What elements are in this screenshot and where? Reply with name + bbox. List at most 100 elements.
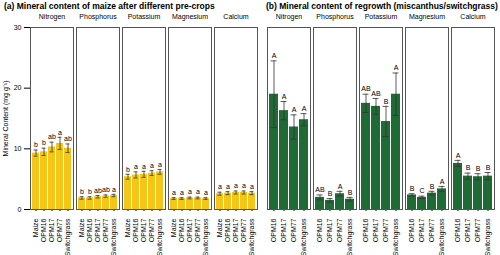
svg-text:OPM16: OPM16	[86, 218, 93, 242]
svg-text:Magnesium: Magnesium	[172, 13, 208, 21]
svg-text:Phosphorus: Phosphorus	[79, 13, 117, 21]
svg-text:Maize: Maize	[32, 218, 39, 237]
svg-text:OPM16: OPM16	[270, 218, 277, 242]
svg-text:20: 20	[14, 84, 22, 91]
svg-text:OPM77: OPM77	[336, 218, 343, 242]
svg-text:OPM17: OPM17	[464, 218, 471, 242]
svg-text:Nitrogen: Nitrogen	[276, 13, 303, 21]
svg-text:AB: AB	[361, 85, 371, 92]
svg-text:30: 30	[14, 24, 22, 31]
svg-text:OPM77: OPM77	[382, 218, 389, 242]
svg-text:OPM17: OPM17	[418, 218, 425, 242]
svg-text:Switchgrass: Switchgrass	[346, 218, 354, 255]
svg-text:B: B	[328, 190, 333, 197]
svg-text:Magnesium: Magnesium	[409, 13, 445, 21]
svg-text:OPM77: OPM77	[102, 218, 109, 242]
svg-text:Calcium: Calcium	[223, 13, 248, 20]
svg-text:ab: ab	[64, 135, 72, 142]
svg-text:A: A	[272, 52, 277, 59]
svg-text:a: a	[112, 186, 116, 193]
svg-text:a: a	[172, 189, 176, 196]
svg-text:B: B	[466, 164, 471, 171]
svg-text:OPM17: OPM17	[326, 218, 333, 242]
svg-text:Switchgrass: Switchgrass	[484, 218, 492, 255]
svg-text:B: B	[410, 185, 415, 192]
svg-text:a: a	[242, 182, 246, 189]
svg-text:A: A	[394, 64, 399, 71]
svg-text:A: A	[440, 178, 445, 185]
svg-text:Switchgrass: Switchgrass	[248, 218, 256, 255]
svg-text:OPM77: OPM77	[194, 218, 201, 242]
svg-text:Switchgrass: Switchgrass	[156, 218, 164, 255]
svg-text:OPM16: OPM16	[40, 218, 47, 242]
svg-text:Maize: Maize	[124, 218, 131, 237]
svg-text:Switchgrass: Switchgrass	[438, 218, 446, 255]
svg-text:B: B	[476, 165, 481, 172]
svg-text:OPM17: OPM17	[280, 218, 287, 242]
svg-text:OPM16: OPM16	[316, 218, 323, 242]
svg-text:b: b	[126, 166, 130, 173]
svg-text:OPM16: OPM16	[454, 218, 461, 242]
svg-text:OPM17: OPM17	[140, 218, 147, 242]
svg-text:Nitrogen: Nitrogen	[39, 13, 66, 21]
svg-text:b: b	[42, 139, 46, 146]
svg-text:OPM16: OPM16	[408, 218, 415, 242]
svg-text:a: a	[158, 161, 162, 168]
svg-text:a: a	[250, 183, 254, 190]
svg-text:OPM16: OPM16	[132, 218, 139, 242]
svg-text:a: a	[226, 183, 230, 190]
svg-text:a: a	[218, 183, 222, 190]
svg-text:Maize: Maize	[170, 218, 177, 237]
svg-text:OPM16: OPM16	[362, 218, 369, 242]
svg-text:B: B	[384, 98, 389, 105]
svg-text:Potassium: Potassium	[128, 13, 161, 20]
svg-text:Mineral Content (mg g⁻¹): Mineral Content (mg g⁻¹)	[2, 81, 10, 157]
svg-text:a: a	[188, 188, 192, 195]
svg-text:OPM17: OPM17	[186, 218, 193, 242]
svg-text:a: a	[180, 189, 184, 196]
svg-text:AB: AB	[371, 90, 381, 97]
svg-text:OPM17: OPM17	[372, 218, 379, 242]
svg-text:A: A	[302, 105, 307, 112]
svg-text:A: A	[338, 183, 343, 190]
svg-text:0: 0	[18, 206, 22, 213]
svg-text:a: a	[196, 188, 200, 195]
svg-text:OPM16: OPM16	[178, 218, 185, 242]
svg-text:OPM77: OPM77	[56, 218, 63, 242]
svg-text:Switchgrass: Switchgrass	[300, 218, 308, 255]
svg-text:a: a	[58, 129, 62, 136]
svg-text:b: b	[34, 141, 38, 148]
svg-text:OPM17: OPM17	[48, 218, 55, 242]
svg-text:A: A	[456, 152, 461, 159]
svg-text:a: a	[142, 163, 146, 170]
svg-text:OPM77: OPM77	[148, 218, 155, 242]
svg-text:Switchgrass: Switchgrass	[110, 218, 118, 255]
svg-text:a: a	[234, 182, 238, 189]
svg-text:B: B	[486, 164, 491, 171]
svg-text:Maize: Maize	[78, 218, 85, 237]
svg-text:OPM77: OPM77	[240, 218, 247, 242]
svg-text:AB: AB	[315, 186, 325, 193]
svg-text:OPM16: OPM16	[224, 218, 231, 242]
svg-text:Potassium: Potassium	[365, 13, 398, 20]
svg-text:A: A	[282, 93, 287, 100]
svg-text:A: A	[292, 106, 297, 113]
svg-text:Switchgrass: Switchgrass	[202, 218, 210, 255]
svg-text:C: C	[419, 187, 424, 194]
svg-text:a: a	[134, 163, 138, 170]
svg-text:ab: ab	[48, 133, 56, 140]
svg-text:b: b	[80, 188, 84, 195]
svg-text:Maize: Maize	[216, 218, 223, 237]
svg-text:OPM77: OPM77	[290, 218, 297, 242]
svg-text:Switchgrass: Switchgrass	[392, 218, 400, 255]
svg-text:10: 10	[14, 145, 22, 152]
svg-text:ab: ab	[94, 187, 102, 194]
svg-text:OPM17: OPM17	[94, 218, 101, 242]
svg-text:Calcium: Calcium	[460, 13, 485, 20]
svg-text:ab: ab	[102, 186, 110, 193]
svg-text:Phosphorus: Phosphorus	[316, 13, 354, 21]
svg-text:a: a	[150, 162, 154, 169]
svg-text:B: B	[430, 183, 435, 190]
svg-text:OPM77: OPM77	[474, 218, 481, 242]
svg-text:a: a	[204, 189, 208, 196]
